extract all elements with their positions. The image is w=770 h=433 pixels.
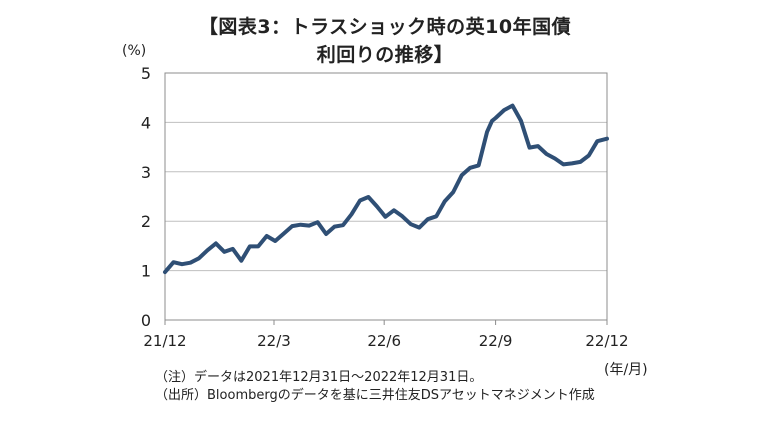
x-axis-ticks: 21/12 22/3 22/6 22/9 22/12	[143, 320, 629, 350]
series-line-uk-10y-yield	[163, 103, 609, 275]
x-tick-label: 22/6	[367, 332, 401, 350]
x-tick-label: 22/12	[585, 332, 628, 350]
y-axis-unit-label: (%)	[122, 43, 146, 59]
plot-frame	[164, 72, 608, 321]
source-note: （出所）Bloombergのデータを基に三井住友DSアセットマネジメント作成	[155, 388, 595, 403]
y-tick-label: 1	[141, 262, 151, 281]
y-tick-label: 5	[141, 64, 151, 83]
x-tick-label: 22/9	[479, 332, 513, 350]
footnote: （注）データは2021年12月31日～2022年12月31日。	[155, 370, 483, 385]
y-tick-label: 0	[141, 311, 151, 330]
y-tick-label: 2	[141, 212, 151, 231]
y-axis-ticks: 0 1 2 3 4 5	[141, 64, 151, 330]
gridlines	[165, 72, 607, 321]
y-tick-label: 4	[141, 113, 151, 132]
x-tick-label: 22/3	[257, 332, 291, 350]
x-axis-unit-label: (年/月)	[604, 362, 648, 378]
x-tick-label: 21/12	[143, 332, 186, 350]
chart-title-line2: 利回りの推移】	[316, 44, 454, 66]
y-tick-label: 3	[141, 163, 151, 182]
chart-title-line1: 【図表3：トラスショック時の英10年国債	[198, 16, 572, 38]
